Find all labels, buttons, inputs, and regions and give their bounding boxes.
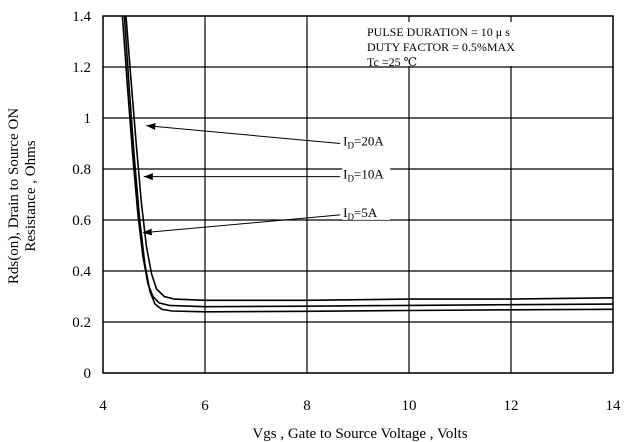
y-tick-label: 0.4: [72, 264, 91, 280]
x-tick-label: 6: [201, 398, 209, 414]
x-tick-label: 12: [504, 398, 519, 414]
x-tick-label: 4: [99, 398, 107, 414]
series-label-value: =20A: [354, 134, 384, 149]
plot-frame: [102, 15, 614, 374]
y-axis-title-line-2: Resistance , Ohms: [23, 140, 39, 251]
y-tick-label: 0.8: [72, 162, 91, 178]
x-axis-title: Vgs , Gate to Source Voltage , Volts: [252, 426, 467, 442]
conditions-note: PULSE DURATION = 10 μ s DUTY FACTOR = 0.…: [362, 22, 590, 69]
annotation-arrow-line: [146, 125, 341, 144]
series-label-subscript: D: [347, 141, 354, 151]
series-label-subscript: D: [347, 174, 354, 184]
x-tick-label: 8: [303, 398, 311, 414]
series-label-value: =10A: [354, 167, 384, 182]
series-label-background: [342, 164, 391, 182]
series-label-background: [342, 202, 391, 220]
y-tick-label: 1.2: [72, 60, 91, 76]
series-label-main: I: [343, 205, 347, 220]
tick-layer: 4 6 8 10 12 14 0 0.2 0.4 0.6 0.8 1 1.2 1.4: [72, 9, 621, 414]
grid-layer: [102, 15, 614, 374]
series-label-main: I: [343, 134, 347, 149]
series-label-background: [342, 131, 391, 149]
series-line-1: [125, 16, 613, 302]
condition-line-1: PULSE DURATION = 10 μ s: [367, 25, 510, 39]
y-axis-title: Rds(on), Drain to Source ON Resistance ,…: [6, 108, 39, 284]
curve-layer: [121, 16, 613, 313]
condition-line-2: DUTY FACTOR = 0.5%MAX: [367, 40, 515, 54]
series-line-2: [121, 16, 613, 308]
conditions-note-background: [362, 22, 590, 66]
y-tick-label: 1: [84, 111, 92, 127]
series-label-value: =5A: [354, 205, 378, 220]
annotation-arrowhead: [143, 173, 153, 181]
annotation-arrow-line: [142, 214, 341, 234]
condition-line-3: Tc =25 ℃: [367, 55, 417, 69]
x-tick-label: 14: [606, 398, 622, 414]
x-tick-label: 10: [402, 398, 417, 414]
series-line-3: [123, 16, 613, 313]
y-tick-label: 0: [84, 366, 92, 382]
annotation-arrowhead: [146, 122, 156, 130]
series-label-main: I: [343, 167, 347, 182]
y-tick-label: 0.6: [72, 213, 91, 229]
y-tick-label: 0.2: [72, 315, 91, 331]
y-tick-label: 1.4: [72, 9, 91, 25]
annotation-arrowhead: [142, 228, 153, 236]
series-label-2: ID=10A: [343, 167, 384, 184]
y-axis-title-line-1: Rds(on), Drain to Source ON: [6, 108, 22, 284]
series-label-3: ID=5A: [343, 205, 378, 222]
series-label-subscript: D: [347, 212, 354, 222]
series-label-1: ID=20A: [343, 134, 384, 151]
